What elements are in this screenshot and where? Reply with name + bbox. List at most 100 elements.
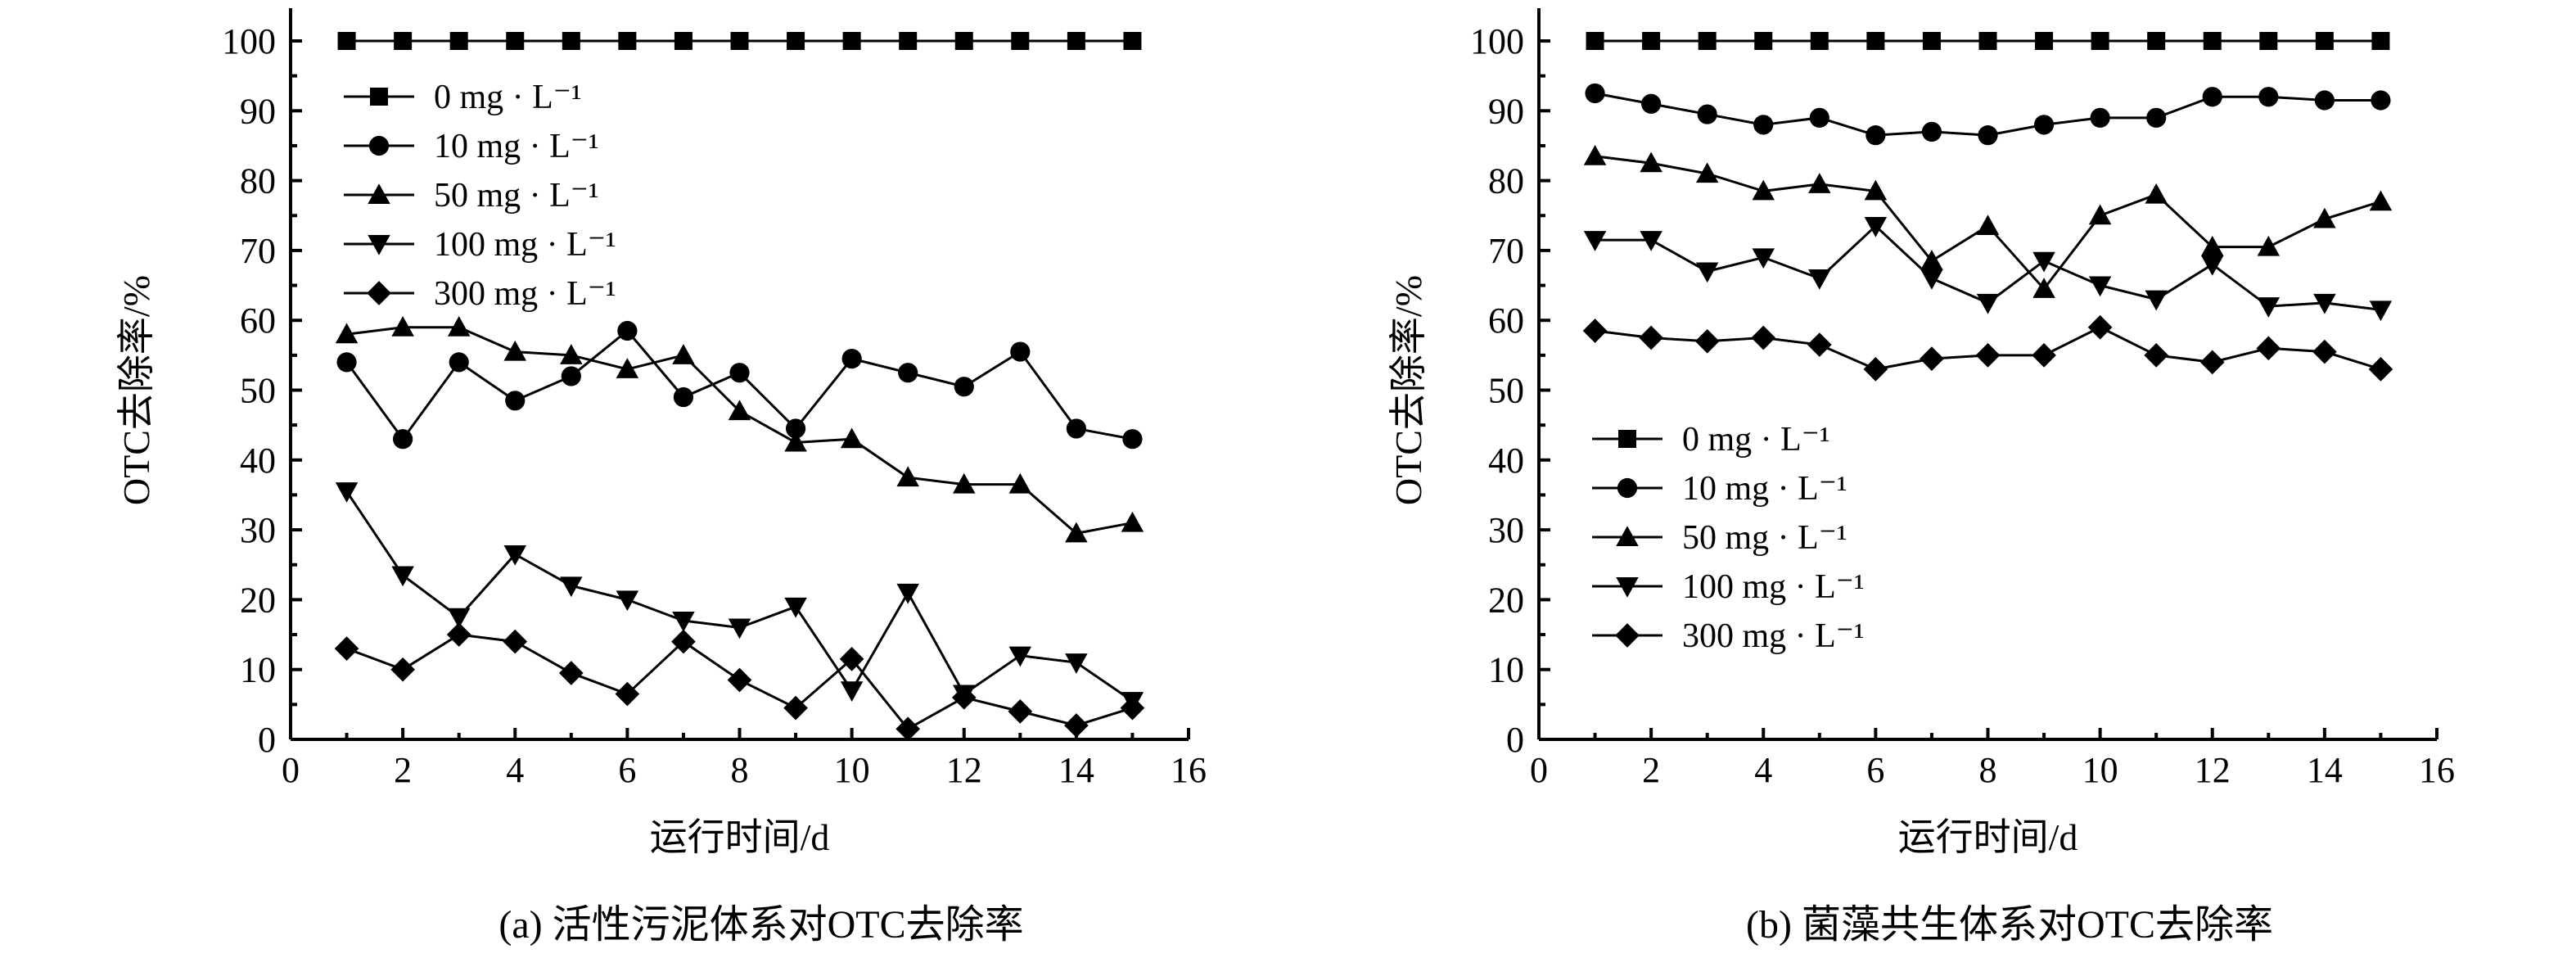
data-point [1863, 357, 1888, 382]
y-tick-label: 100 [222, 21, 276, 61]
data-point [1010, 341, 1031, 362]
data-point [391, 315, 414, 337]
data-point [2201, 255, 2224, 276]
panel-b: 0 10 20 30 40 50 60 70 80 90 100 0 2 4 6 8 10 12 14 16 OTC去除… [1387, 8, 2455, 947]
data-point [2199, 350, 2225, 375]
data-point [2032, 251, 2055, 273]
y-tick-label: 0 [1506, 720, 1524, 760]
x-tick-label: 12 [946, 750, 982, 790]
data-point [727, 667, 752, 693]
data-point [2202, 87, 2222, 107]
data-point [1585, 83, 1605, 104]
data-point [953, 472, 976, 494]
y-tick-label: 90 [240, 91, 276, 131]
data-point [672, 344, 695, 364]
data-point [1008, 699, 1033, 724]
data-point [1695, 262, 1719, 283]
legend-marker [1617, 477, 1638, 499]
data-point [729, 363, 750, 383]
y-tick-label: 70 [1488, 231, 1524, 271]
legend-marker [367, 281, 391, 305]
data-point [672, 611, 695, 632]
legend-marker [1618, 430, 1636, 448]
series-1 [336, 320, 1143, 450]
data-point [1697, 104, 1717, 124]
data-point [337, 32, 356, 50]
data-point [896, 583, 919, 604]
data-point [1920, 269, 1943, 290]
y-tick-label: 30 [240, 510, 276, 550]
panel-caption: (a) 活性污泥体系对OTC去除率 [499, 903, 1023, 947]
data-point [730, 32, 749, 50]
data-point [2313, 207, 2336, 228]
x-axis-title: 运行时间/d [650, 816, 830, 858]
data-point [2035, 32, 2054, 50]
y-tick-label: 60 [1488, 301, 1524, 341]
data-point [784, 597, 807, 618]
data-point [1694, 328, 1720, 354]
y-tick-label: 20 [1488, 580, 1524, 620]
legend-marker [368, 135, 390, 156]
data-point [2256, 336, 2281, 361]
data-point [2201, 235, 2224, 256]
data-point [1695, 162, 1719, 183]
data-point [783, 695, 808, 721]
data-point [447, 608, 471, 629]
x-tick-label: 10 [834, 750, 870, 790]
data-point [447, 315, 471, 337]
data-point [728, 400, 751, 421]
x-tick-label: 14 [2307, 750, 2343, 790]
data-point [1751, 325, 1776, 350]
y-tick-label: 10 [1488, 650, 1524, 690]
x-tick-label: 2 [1642, 750, 1660, 790]
data-point [2257, 235, 2281, 256]
data-point [1122, 429, 1143, 450]
x-tick-label: 14 [1058, 750, 1094, 790]
x-tick-label: 6 [618, 750, 636, 790]
data-point [1864, 179, 1888, 201]
data-point [2088, 276, 2112, 297]
data-point [503, 545, 526, 566]
legend: 0 mg · L⁻¹ 10 mg · L⁻¹ 50 mg · L⁻¹ 100 mg ·… [1592, 421, 1865, 655]
data-point [503, 340, 526, 361]
legend-marker [1615, 623, 1640, 648]
data-point [787, 32, 805, 50]
legend-label: 10 mg · L⁻¹ [1682, 470, 1847, 508]
data-point [1065, 653, 1088, 674]
data-point [2091, 32, 2109, 50]
x-tick-label: 12 [2195, 750, 2231, 790]
data-point [1752, 248, 1775, 269]
series-0 [1586, 32, 2390, 50]
y-tick-label: 50 [240, 371, 276, 411]
legend-label: 50 mg · L⁻¹ [434, 177, 599, 215]
data-point [1807, 332, 1832, 357]
data-point [2090, 107, 2110, 128]
data-point [2088, 204, 2112, 225]
legend-marker [1616, 577, 1639, 598]
data-point [446, 622, 471, 647]
data-point [2314, 90, 2335, 111]
data-point [2147, 32, 2166, 50]
data-point [2313, 293, 2336, 314]
data-point [1121, 511, 1144, 532]
data-point [1639, 325, 1663, 350]
data-point [840, 681, 864, 703]
series-4 [334, 622, 1145, 742]
data-point [1640, 151, 1662, 173]
data-point [1640, 231, 1662, 251]
legend-label: 100 mg · L⁻¹ [434, 226, 616, 264]
data-point [1066, 418, 1086, 439]
data-point [394, 32, 413, 50]
series-2 [335, 315, 1144, 543]
data-point [785, 418, 806, 439]
legend-label: 300 mg · L⁻¹ [1682, 617, 1865, 655]
data-point [1920, 249, 1943, 270]
data-point [1065, 522, 1088, 543]
y-tick-label: 50 [1488, 371, 1524, 411]
data-point [954, 32, 973, 50]
y-tick-label: 80 [240, 161, 276, 201]
data-point [1920, 346, 1944, 371]
data-point [1586, 32, 1604, 50]
data-point [616, 358, 639, 378]
x-tick-label: 4 [1754, 750, 1772, 790]
